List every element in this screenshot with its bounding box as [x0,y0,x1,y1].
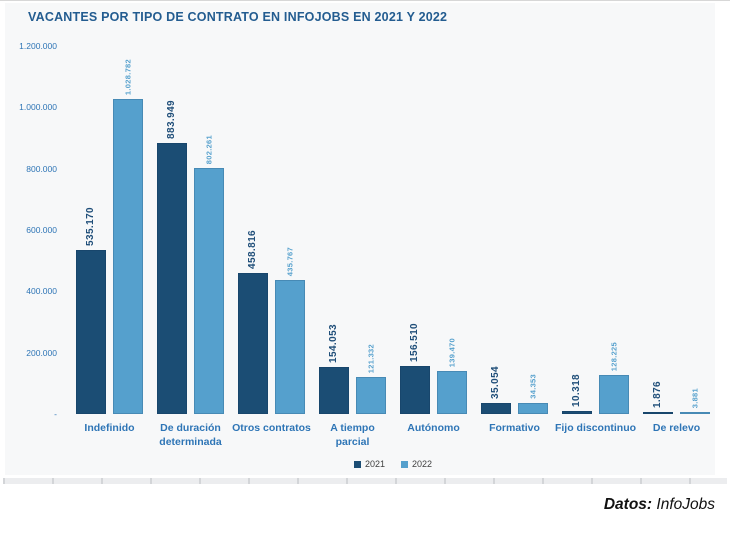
chart-title: VACANTES POR TIPO DE CONTRATO EN INFOJOB… [28,10,448,24]
bar-pair: 154.053 121.332 [312,46,393,414]
bar-value-label: 802.261 [204,134,214,164]
category-slot: 156.510 139.470 [393,46,474,414]
category-label: A tiempo parcial [330,422,375,449]
plot-area: 535.170 1.028.782 883.949 802.261 458.816 435… [69,46,717,414]
bar-2021-1: 883.949 [157,100,187,414]
bar-pair: 458.816 435.767 [231,46,312,414]
source-credit-value: InfoJobs [652,496,715,513]
y-tick-label: 1.000.000 [19,102,57,113]
category-slot: 458.816 435.767 [231,46,312,414]
source-credit-label: Datos: [603,496,653,513]
category-slot: 1.876 3.881 [636,46,717,414]
category-slot: 35.054 34.353 [474,46,555,414]
y-tick-label: 200.000 [26,347,57,358]
bar-2022-1: 802.261 [194,135,224,414]
category-label: Indefinido [84,422,135,434]
bar-value-label: 3.881 [690,387,700,408]
legend-swatch-2021 [353,460,361,468]
legend-item-2021: 2021 [353,459,385,469]
y-tick-label: 400.000 [26,286,57,297]
bottom-gridline-strip [3,478,727,484]
bar-value-label: 1.028.782 [123,58,133,95]
bar-2022-2: 435.767 [275,247,305,414]
bar-2021-5: 35.054 [481,366,511,414]
bar-value-label: 156.510 [409,323,420,362]
source-credit: Datos: InfoJobs [604,496,715,514]
bar-value-label: 35.054 [490,366,501,399]
category-label: Formativo [489,422,540,434]
bar-2021-0: 535.170 [76,207,106,414]
bar-pair: 156.510 139.470 [393,46,474,414]
bar-2022-0: 1.028.782 [113,59,143,414]
category-slot: 10.318 128.225 [555,46,636,414]
legend-label-2021: 2021 [364,459,385,469]
bar-2022-4: 139.470 [437,338,467,414]
category-slot: 535.170 1.028.782 [69,46,150,414]
legend-swatch-2022 [401,460,408,468]
bar-2021-3: 154.053 [319,324,349,414]
bar-pair: 35.054 34.353 [474,46,555,414]
category-slot: 883.949 802.261 [150,46,231,414]
chart-panel: VACANTES POR TIPO DE CONTRATO EN INFOJOB… [5,3,715,475]
bar-value-label: 139.470 [447,337,457,367]
bar-2021-7: 1.876 [643,381,673,414]
bar-2021-4: 156.510 [400,323,430,414]
bar-pair: 535.170 1.028.782 [69,46,150,414]
bar-value-label: 435.767 [285,246,295,276]
bar-value-label: 10.318 [571,374,582,407]
bar-value-label: 128.225 [609,341,619,371]
category-label: De duración determinada [159,422,222,449]
bar-2021-6: 10.318 [562,374,592,414]
bar-2022-7: 3.881 [680,388,710,414]
category-label: Autónomo [407,422,460,434]
bar-pair: 1.876 3.881 [636,46,717,414]
y-tick-label: - [54,409,57,419]
bar-pair: 883.949 802.261 [150,46,231,414]
bar-value-label: 535.170 [85,207,96,246]
y-tick-label: 600.000 [26,225,57,235]
bar-value-label: 883.949 [166,100,177,139]
category-label: Fijo discontinuo [554,422,637,434]
top-border-line [0,0,730,1]
bar-value-label: 34.353 [528,374,538,399]
category-label: De relevo [652,422,701,434]
legend: 2021 2022 [69,459,717,469]
bar-2022-5: 34.353 [518,374,548,414]
y-tick-label: 800.000 [26,163,57,174]
y-tick-label: 1.200.000 [19,41,57,51]
bar-pair: 10.318 128.225 [555,46,636,414]
legend-item-2022: 2022 [401,459,432,469]
legend-label-2022: 2022 [412,459,433,469]
bar-2022-3: 121.332 [356,344,386,414]
bar-2022-6: 128.225 [599,342,629,414]
bar-value-label: 154.053 [328,324,339,363]
bar-value-label: 121.332 [366,343,376,373]
bar-value-label: 458.816 [247,230,258,269]
category-slot: 154.053 121.332 [312,46,393,414]
category-label: Otros contratos [232,422,311,434]
bar-value-label: 1.876 [652,380,663,408]
bar-2021-2: 458.816 [238,230,268,414]
